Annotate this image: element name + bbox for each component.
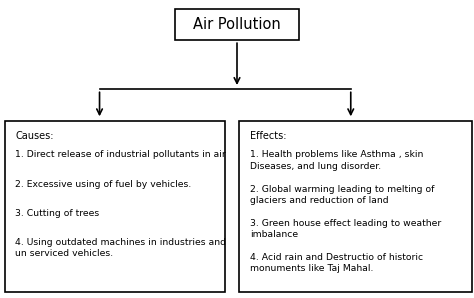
Text: 3. Green house effect leading to weather
imbalance: 3. Green house effect leading to weather… [250, 219, 441, 239]
FancyBboxPatch shape [239, 121, 472, 292]
FancyBboxPatch shape [175, 9, 299, 40]
Text: Air Pollution: Air Pollution [193, 17, 281, 32]
Text: 2. Global warming leading to melting of
glaciers and reduction of land: 2. Global warming leading to melting of … [250, 185, 434, 205]
Text: Causes:: Causes: [15, 131, 54, 141]
Text: 4. Using outdated machines in industries and
un serviced vehicles.: 4. Using outdated machines in industries… [15, 238, 226, 258]
Text: Effects:: Effects: [250, 131, 286, 141]
Text: 1. Health problems like Asthma , skin
Diseases, and lung disorder.: 1. Health problems like Asthma , skin Di… [250, 150, 423, 170]
Text: 2. Excessive using of fuel by vehicles.: 2. Excessive using of fuel by vehicles. [15, 180, 191, 189]
Text: 1. Direct release of industrial pollutants in air: 1. Direct release of industrial pollutan… [15, 150, 226, 159]
Text: 3. Cutting of trees: 3. Cutting of trees [15, 209, 100, 218]
Text: 4. Acid rain and Destructio of historic
monuments like Taj Mahal.: 4. Acid rain and Destructio of historic … [250, 253, 423, 273]
FancyBboxPatch shape [5, 121, 225, 292]
